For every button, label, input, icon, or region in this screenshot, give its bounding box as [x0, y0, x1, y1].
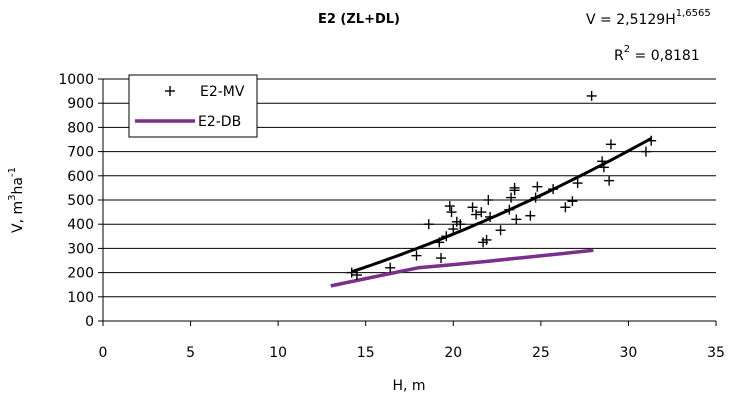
data-point-e2-mv: [511, 214, 521, 224]
y-tick-label: 1000: [58, 72, 94, 88]
data-point-e2-mv: [525, 211, 535, 221]
data-point-e2-mv: [436, 253, 446, 263]
data-point-e2-mv: [447, 207, 457, 217]
r-squared: R2 = 0,8181: [614, 44, 700, 64]
y-ticks: 0 100 200 300 400 500 600 700 800 900 1000: [58, 72, 103, 330]
data-point-e2-mv: [445, 201, 455, 211]
data-point-e2-mv: [496, 225, 506, 235]
x-tick-label: 20: [444, 345, 462, 361]
data-point-e2-mv: [587, 91, 597, 101]
x-tick-label: 0: [99, 345, 108, 361]
x-ticks: 0 5 10 15 20 25 30 35: [99, 321, 725, 361]
x-tick-label: 5: [186, 345, 195, 361]
chart-title: E2 (ZL+DL): [318, 12, 400, 27]
legend-label-mv: E2-MV: [200, 84, 245, 100]
data-point-e2-mv: [597, 156, 607, 166]
y-tick-label: 400: [67, 217, 94, 233]
x-axis-label: H, m: [392, 378, 425, 394]
fit-equation-exponent: 1,6565: [676, 8, 711, 19]
y-tick-label: 800: [67, 120, 94, 136]
y-tick-label: 500: [67, 193, 94, 209]
y-tick-label: 0: [85, 314, 94, 330]
y-axis-label-mid: ha: [10, 177, 26, 194]
y-axis-label-text: V, m: [10, 201, 26, 233]
data-point-e2-mv: [531, 193, 541, 203]
fit-equation: V = 2,5129H1,6565: [586, 8, 711, 28]
x-tick-label: 10: [269, 345, 287, 361]
y-tick-label: 300: [67, 241, 94, 257]
fit-equation-lhs: V = 2,5129H: [586, 12, 676, 28]
trendline-power: [352, 139, 652, 272]
legend-label-db: E2-DB: [198, 114, 241, 130]
series: [331, 91, 656, 286]
data-point-e2-mv: [483, 195, 493, 205]
data-point-e2-mv: [476, 207, 486, 217]
data-point-e2-mv: [604, 176, 614, 186]
y-tick-label: 200: [67, 266, 94, 282]
data-point-e2-mv: [560, 202, 570, 212]
data-point-e2-mv: [424, 219, 434, 229]
y-axis-label: V, m3ha-1: [7, 167, 26, 233]
r-squared-value: = 0,8181: [630, 48, 700, 64]
x-tick-label: 35: [707, 345, 725, 361]
series-line-e2-db: [331, 250, 594, 286]
r-squared-label: R: [614, 48, 624, 64]
data-point-e2-mv: [606, 139, 616, 149]
legend: E2-MV E2-DB: [129, 75, 257, 137]
data-point-e2-mv: [532, 182, 542, 192]
y-axis-label-sup2: -1: [7, 167, 18, 177]
y-tick-label: 700: [67, 145, 94, 161]
y-tick-label: 100: [67, 290, 94, 306]
data-point-e2-mv: [504, 205, 514, 215]
data-point-e2-mv: [641, 147, 651, 157]
x-tick-label: 15: [357, 345, 375, 361]
data-point-e2-mv: [412, 251, 422, 261]
data-point-e2-mv: [646, 136, 656, 146]
data-point-e2-mv: [567, 196, 577, 206]
x-tick-label: 30: [620, 345, 638, 361]
data-point-e2-mv: [599, 162, 609, 172]
x-tick-label: 25: [532, 345, 550, 361]
y-tick-label: 900: [67, 96, 94, 112]
y-tick-label: 600: [67, 169, 94, 185]
